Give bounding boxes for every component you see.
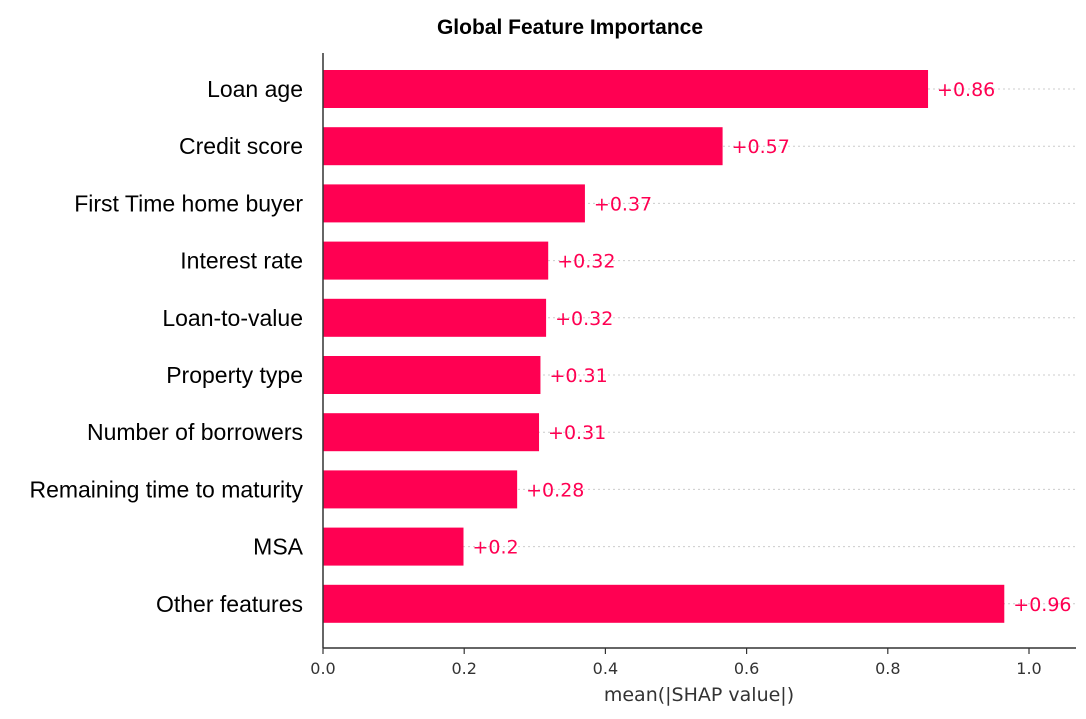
grid-lines bbox=[323, 88, 1076, 605]
feature-label: MSA bbox=[253, 534, 304, 560]
feature-label: First Time home buyer bbox=[74, 190, 303, 216]
bar-msa bbox=[323, 527, 464, 566]
value-label: +0.31 bbox=[549, 365, 607, 387]
value-label: +0.86 bbox=[937, 79, 995, 101]
chart-title: Global Feature Importance bbox=[437, 16, 703, 39]
x-tick-label: 0.8 bbox=[875, 659, 900, 678]
bar-remaining-time-to-maturity bbox=[323, 470, 518, 509]
x-tick-label: 0.4 bbox=[593, 659, 618, 678]
bar-property-type bbox=[323, 356, 541, 394]
x-tick-label: 1.0 bbox=[1016, 659, 1041, 678]
value-label: +0.57 bbox=[732, 136, 790, 158]
bar-first-time-home-buyer bbox=[323, 184, 585, 223]
bar-other-features bbox=[323, 584, 1005, 623]
feature-label: Remaining time to maturity bbox=[29, 476, 303, 502]
feature-label: Property type bbox=[166, 362, 303, 388]
feature-label: Number of borrowers bbox=[87, 419, 303, 445]
x-axis-label: mean(|SHAP value|) bbox=[604, 684, 794, 706]
feature-label: Credit score bbox=[179, 133, 303, 159]
value-label: +0.32 bbox=[557, 251, 615, 273]
value-label: +0.28 bbox=[526, 479, 584, 501]
bar-loan-to-value bbox=[323, 298, 547, 337]
x-tick-label: 0.6 bbox=[734, 659, 759, 678]
x-tick-label: 0.0 bbox=[310, 659, 335, 678]
bars bbox=[323, 70, 1005, 623]
value-label: +0.32 bbox=[555, 308, 613, 330]
value-label: +0.96 bbox=[1013, 594, 1071, 616]
value-labels: +0.86 +0.57 +0.37 +0.32 +0.32 +0.31 +0.31 +0.28… bbox=[472, 79, 1071, 616]
feature-label: Interest rate bbox=[180, 248, 303, 274]
feature-label: Loan-to-value bbox=[162, 305, 303, 331]
value-label: +0.37 bbox=[594, 193, 652, 215]
bar-interest-rate bbox=[323, 241, 549, 280]
bar-number-of-borrowers bbox=[323, 413, 540, 452]
value-label: +0.31 bbox=[548, 422, 606, 444]
bar-credit-score bbox=[323, 127, 723, 166]
value-label: +0.2 bbox=[472, 537, 518, 559]
bar-loan-age bbox=[323, 70, 929, 108]
feature-labels: Loan age Credit score First Time home buye… bbox=[29, 76, 303, 617]
feature-label: Loan age bbox=[207, 76, 303, 102]
x-tick-label: 0.2 bbox=[451, 659, 476, 678]
x-axis-ticks: 0.0 0.2 0.4 0.6 0.8 1.0 bbox=[310, 648, 1042, 678]
feature-label: Other features bbox=[156, 591, 303, 617]
